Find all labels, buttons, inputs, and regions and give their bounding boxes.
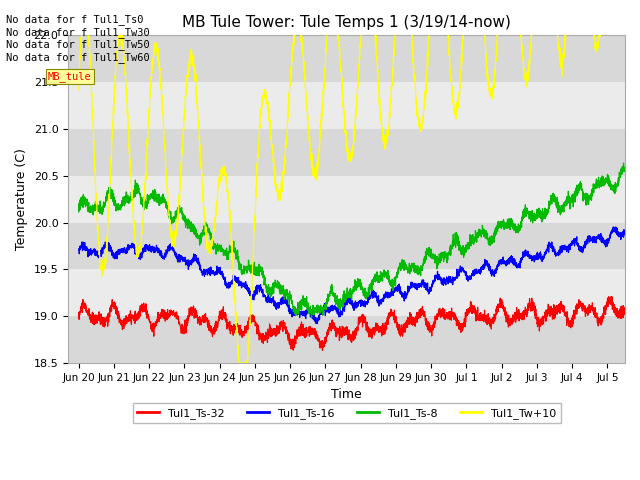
Bar <box>68 176 625 223</box>
Text: MB_tule: MB_tule <box>48 71 92 82</box>
Text: No data for f Tul1_Ts0
No data for f Tul1_Tw30
No data for f Tul1_Tw50
No data f: No data for f Tul1_Ts0 No data for f Tul… <box>6 14 150 63</box>
Title: MB Tule Tower: Tule Temps 1 (3/19/14-now): MB Tule Tower: Tule Temps 1 (3/19/14-now… <box>182 15 511 30</box>
Bar <box>68 269 625 316</box>
Bar <box>68 82 625 129</box>
X-axis label: Time: Time <box>332 388 362 401</box>
Legend: Tul1_Ts-32, Tul1_Ts-16, Tul1_Ts-8, Tul1_Tw+10: Tul1_Ts-32, Tul1_Ts-16, Tul1_Ts-8, Tul1_… <box>132 403 561 423</box>
Y-axis label: Temperature (C): Temperature (C) <box>15 148 28 250</box>
